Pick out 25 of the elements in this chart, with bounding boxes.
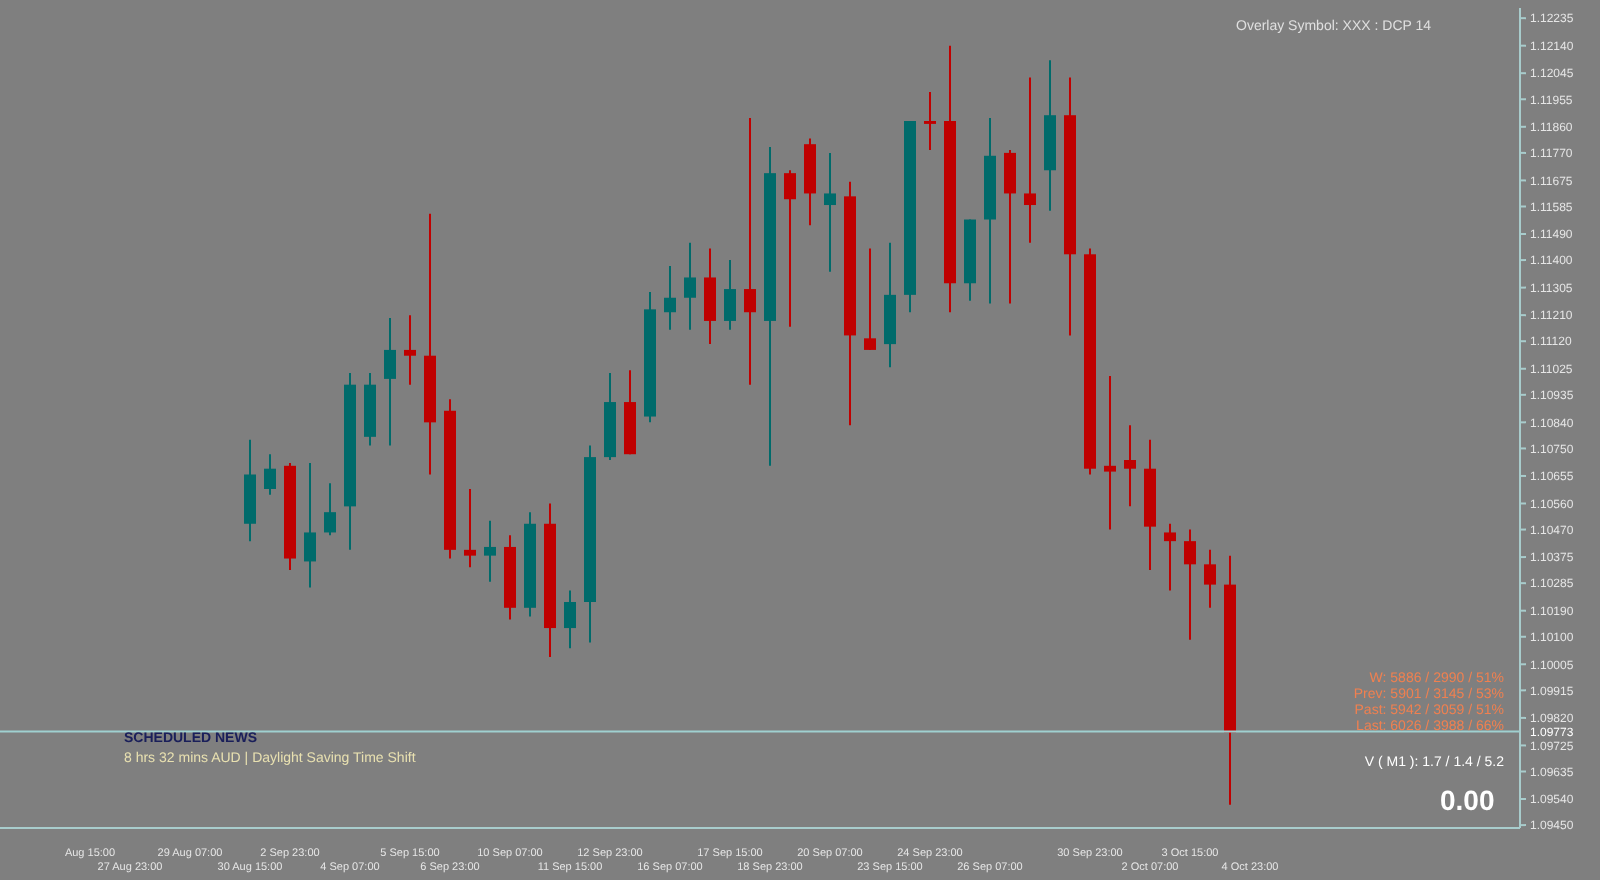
candlestick [664,264,676,331]
candlestick [404,314,416,386]
candlestick [1124,424,1136,508]
candlestick [1024,76,1036,244]
candlestick [784,169,796,328]
candlestick [484,519,496,583]
candlestick [704,247,716,346]
candlestick [824,151,836,273]
candlestick [324,482,336,537]
candlestick [744,117,756,386]
candlestick [924,91,936,151]
annotation: 0.00 [1440,784,1495,816]
candlestick [384,317,396,447]
candlestick [304,461,316,589]
candlestick [264,453,276,496]
candlestick [464,487,476,569]
candlestick [684,241,696,331]
candlestick [1104,374,1116,531]
candlestick [1204,548,1216,609]
candlestick [1004,148,1016,305]
candlestick [1164,522,1176,592]
candlestick [564,589,576,650]
candlestick [864,247,876,351]
candlestick [724,259,736,331]
candlestick [1184,528,1196,641]
